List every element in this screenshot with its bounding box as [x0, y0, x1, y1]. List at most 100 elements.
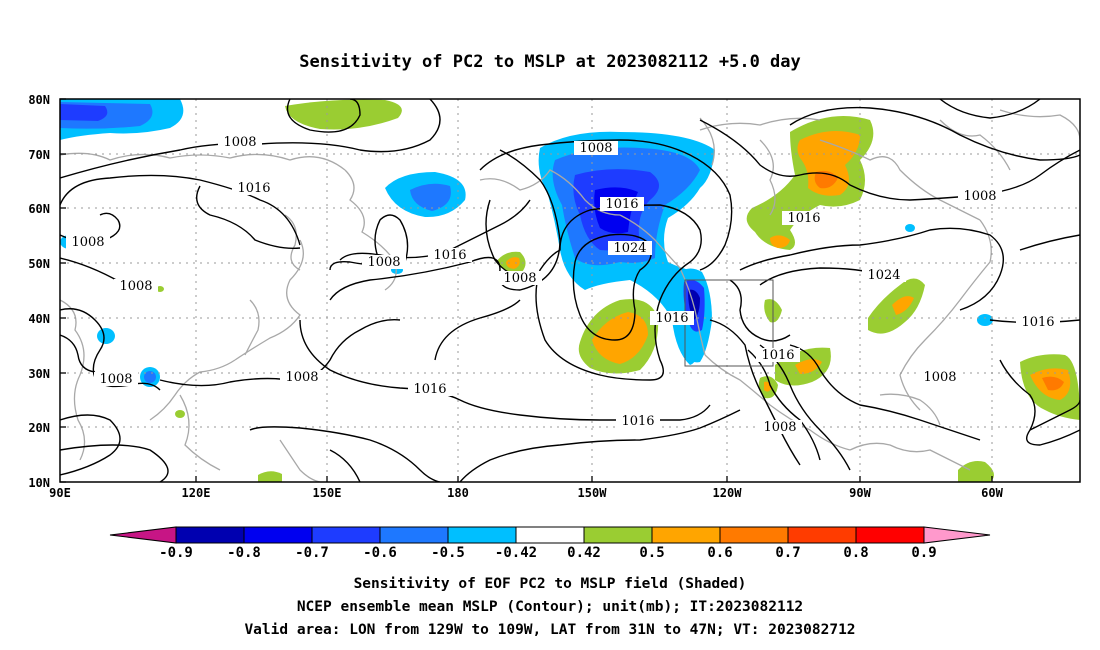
svg-text:1008: 1008 — [579, 141, 612, 156]
contour-label: 1016 — [616, 414, 660, 429]
shade-positive-canada-south — [770, 235, 790, 248]
shade-positive-canada-core — [797, 131, 860, 196]
colorbar-tick-label: 0.9 — [911, 545, 936, 561]
svg-text:1016: 1016 — [621, 414, 654, 429]
lat-label-30n: 30N — [28, 367, 50, 381]
lon-label-150e: 150E — [313, 486, 342, 500]
lat-label-10n: 10N — [28, 476, 50, 490]
colorbar-swatch — [583, 526, 653, 544]
contour-label: 1016 — [650, 311, 694, 326]
lon-label-150w: 150W — [578, 486, 608, 500]
shade-positive-pacific-tropical — [258, 471, 282, 482]
contour-label: 1008 — [958, 189, 1002, 204]
shade-positive-dateline-core — [506, 257, 520, 269]
lat-label-80n: 80N — [28, 93, 50, 107]
contour-labels: 1008 1016 1008 1016 1008 1008 1016 1008 … — [66, 135, 1060, 435]
svg-text:1008: 1008 — [99, 372, 132, 387]
svg-text:1016: 1016 — [761, 348, 794, 363]
figure-title: Sensitivity of PC2 to MSLP at 2023082112… — [299, 52, 801, 72]
svg-text:1016: 1016 — [605, 197, 638, 212]
colorbar-extend-low — [109, 526, 177, 544]
colorbar-swatch — [515, 526, 585, 544]
lat-label-50n: 50N — [28, 257, 50, 271]
caption-line-2: NCEP ensemble mean MSLP (Contour); unit(… — [297, 599, 803, 615]
shade-positive-arctic — [285, 99, 402, 130]
colorbar-tick-label: 0.42 — [567, 545, 601, 561]
caption-line-1: Sensitivity of EOF PC2 to MSLP field (Sh… — [354, 576, 747, 592]
colorbar-tick-label: -0.6 — [363, 545, 397, 561]
contour-label: 1016 — [1016, 315, 1060, 330]
shade-positive-dot-2 — [175, 410, 185, 418]
svg-text:1008: 1008 — [367, 255, 400, 270]
colorbar-tick-label: 0.6 — [707, 545, 732, 561]
contour-label: 1024 — [608, 241, 652, 256]
map-frame — [59, 98, 1081, 483]
colorbar-tick-label: 0.5 — [639, 545, 664, 561]
map-panel: 1008 1016 1008 1016 1008 1008 1016 1008 … — [28, 93, 1081, 500]
shade-negative-patch-4 — [977, 314, 993, 326]
lat-label-20n: 20N — [28, 421, 50, 435]
contour-label: 1008 — [114, 279, 158, 294]
colorbar-tick-label: -0.42 — [495, 545, 537, 561]
contour-label: 1016 — [600, 197, 644, 212]
svg-text:1008: 1008 — [503, 271, 536, 286]
colorbar-swatch — [175, 526, 245, 544]
contour-label: 1016 — [756, 348, 800, 363]
lon-label-90w: 90W — [849, 486, 871, 500]
contour-label: 1008 — [66, 235, 110, 250]
latitude-labels: 80N 70N 60N 50N 40N 30N 20N 10N — [28, 93, 50, 490]
colorbar-swatch — [379, 526, 449, 544]
svg-text:1024: 1024 — [867, 268, 900, 283]
lat-label-70n: 70N — [28, 148, 50, 162]
colorbar-tick-label: 0.8 — [843, 545, 868, 561]
contour-label: 1008 — [94, 372, 138, 387]
colorbar-swatch — [311, 526, 381, 544]
shade-positive-eastus-core — [892, 296, 914, 315]
svg-text:1008: 1008 — [963, 189, 996, 204]
colorbar-swatch — [447, 526, 517, 544]
contour-label: 1008 — [574, 141, 618, 156]
longitude-labels: 90E 120E 150E 180 150W 120W 90W 60W — [49, 486, 1003, 500]
lon-label-180: 180 — [447, 486, 469, 500]
svg-text:1008: 1008 — [71, 235, 104, 250]
colorbar-tick-label: 0.7 — [775, 545, 800, 561]
svg-text:1008: 1008 — [223, 135, 256, 150]
svg-text:1016: 1016 — [1021, 315, 1054, 330]
colorbar-swatch — [855, 526, 925, 544]
captions: Sensitivity of EOF PC2 to MSLP field (Sh… — [244, 576, 855, 638]
colorbar-swatch — [719, 526, 789, 544]
svg-text:1016: 1016 — [787, 211, 820, 226]
lon-label-60w: 60W — [981, 486, 1003, 500]
contour-label: 1016 — [782, 211, 826, 226]
svg-text:1024: 1024 — [613, 241, 646, 256]
lon-label-120e: 120E — [182, 486, 211, 500]
svg-text:1016: 1016 — [655, 311, 688, 326]
shade-negative-arctic-inner — [60, 104, 108, 121]
contour-label: 1016 — [408, 382, 452, 397]
contour-label: 1008 — [362, 255, 406, 270]
contour-label: 1016 — [232, 181, 276, 196]
lat-label-60n: 60N — [28, 202, 50, 216]
colorbar-swatch — [243, 526, 313, 544]
colorbar-tick-label: -0.8 — [227, 545, 261, 561]
contour-label: 1008 — [918, 370, 962, 385]
svg-text:1016: 1016 — [433, 248, 466, 263]
svg-text:1008: 1008 — [923, 370, 956, 385]
colorbar-extend-high — [923, 526, 991, 544]
contour-label: 1016 — [428, 248, 472, 263]
lon-label-90e: 90E — [49, 486, 71, 500]
colorbar-tick-label: -0.7 — [295, 545, 329, 561]
colorbar: -0.9 -0.8 -0.7 -0.6 -0.5 -0.42 0.42 0.5 0.6 0.7 0.… — [109, 526, 991, 561]
shade-positive-atlantic-inner — [1042, 376, 1064, 391]
shade-positive-tropical — [958, 461, 994, 482]
contour-label: 1008 — [758, 420, 802, 435]
colorbar-swatch — [651, 526, 721, 544]
shade-negative-patch-6 — [905, 224, 915, 232]
shade-negative-bering-core — [410, 183, 451, 211]
axis-ticks — [60, 98, 993, 483]
contour-label: 1008 — [218, 135, 262, 150]
contour-label: 1008 — [498, 271, 542, 286]
svg-text:1016: 1016 — [237, 181, 270, 196]
colorbar-tick-label: -0.5 — [431, 545, 465, 561]
